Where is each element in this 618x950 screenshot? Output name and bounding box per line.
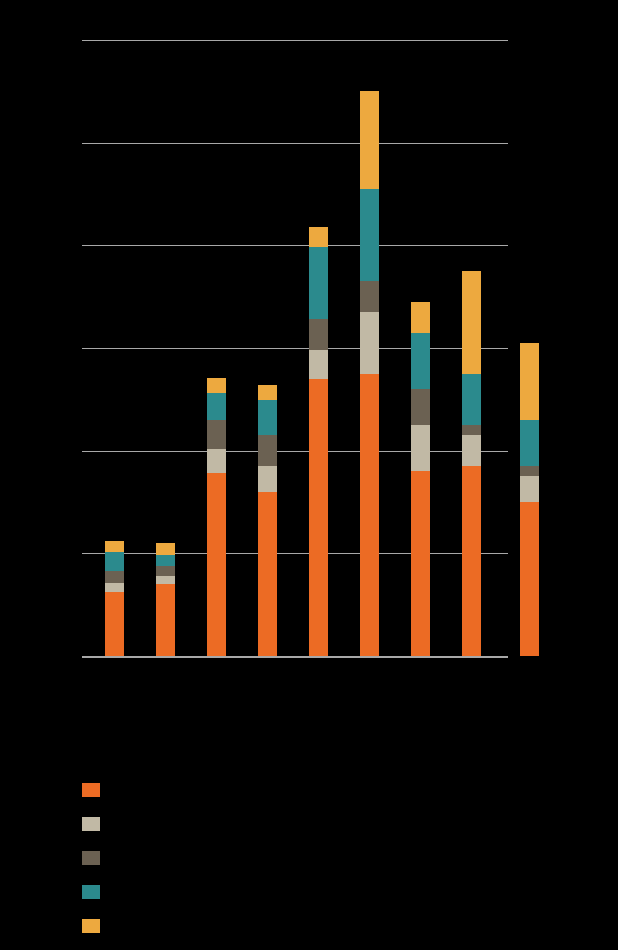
legend: [82, 776, 100, 940]
bar-segment-s2: [462, 435, 481, 466]
plot-area: [82, 40, 508, 656]
bar-segment-s1: [105, 592, 124, 656]
bar-segment-s1: [411, 471, 430, 656]
legend-swatch: [82, 851, 100, 865]
bar-segment-s4: [156, 555, 175, 565]
gridline: [82, 40, 508, 41]
gridline: [82, 656, 508, 658]
legend-item: [82, 810, 100, 838]
bar-segment-s1: [520, 502, 539, 656]
bar: [258, 385, 277, 656]
gridline: [82, 143, 508, 144]
legend-swatch: [82, 817, 100, 831]
bar-segment-s2: [156, 576, 175, 584]
bar-segment-s3: [156, 566, 175, 576]
gridline: [82, 451, 508, 452]
bar-segment-s1: [462, 466, 481, 656]
bar-segment-s2: [360, 312, 379, 374]
bar-segment-s2: [520, 476, 539, 502]
bar-segment-s4: [258, 400, 277, 435]
bar-segment-s3: [105, 571, 124, 583]
bar-segment-s3: [520, 466, 539, 476]
legend-item: [82, 844, 100, 872]
bar-segment-s3: [462, 425, 481, 435]
bar-segment-s4: [520, 420, 539, 466]
bar: [156, 543, 175, 656]
bar-segment-s1: [360, 374, 379, 656]
legend-item: [82, 912, 100, 940]
bar-segment-s3: [309, 319, 328, 350]
bar-segment-s4: [207, 393, 226, 420]
gridline: [82, 553, 508, 554]
bar-segment-s4: [360, 189, 379, 281]
bar: [309, 227, 328, 656]
bar-segment-s3: [207, 420, 226, 449]
bar: [462, 271, 481, 656]
legend-swatch: [82, 885, 100, 899]
bar: [411, 302, 430, 656]
bar: [520, 343, 539, 656]
legend-swatch: [82, 783, 100, 797]
bar-segment-s1: [258, 492, 277, 656]
bar-segment-s1: [156, 584, 175, 656]
bar-segment-s3: [258, 435, 277, 466]
bar-segment-s5: [462, 271, 481, 374]
bar-segment-s5: [156, 543, 175, 555]
bar-segment-s1: [309, 379, 328, 656]
bar-segment-s5: [258, 385, 277, 400]
bar: [207, 378, 226, 656]
bar-segment-s2: [309, 350, 328, 379]
bar: [360, 91, 379, 656]
legend-swatch: [82, 919, 100, 933]
bar-segment-s4: [462, 374, 481, 425]
bar-segment-s2: [411, 425, 430, 471]
bar-segment-s1: [207, 473, 226, 656]
bar-segment-s5: [360, 91, 379, 189]
gridline: [82, 348, 508, 349]
bar-segment-s4: [411, 333, 430, 389]
bar-segment-s5: [411, 302, 430, 333]
bar-segment-s2: [207, 449, 226, 474]
bar-segment-s4: [105, 552, 124, 570]
bar-segment-s3: [411, 389, 430, 425]
bar-segment-s3: [360, 281, 379, 312]
bar-segment-s2: [105, 583, 124, 592]
bar-segment-s4: [309, 247, 328, 319]
bar-segment-s5: [207, 378, 226, 393]
bar-segment-s5: [105, 541, 124, 552]
gridline: [82, 245, 508, 246]
bar-segment-s2: [258, 466, 277, 492]
bar-segment-s5: [309, 227, 328, 248]
legend-item: [82, 878, 100, 906]
bar-segment-s5: [520, 343, 539, 420]
legend-item: [82, 776, 100, 804]
bar: [105, 541, 124, 656]
